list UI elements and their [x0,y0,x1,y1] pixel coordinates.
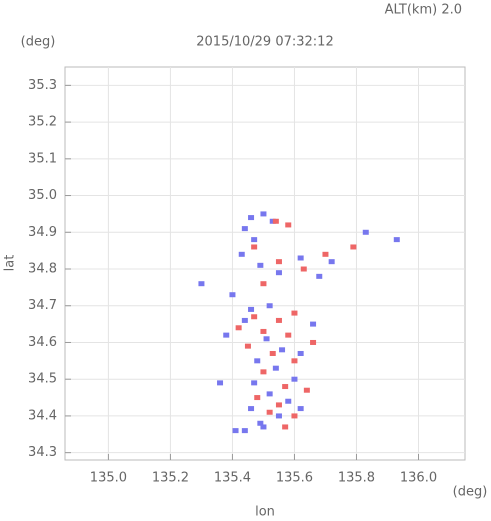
data-point [310,321,317,327]
data-point [297,350,304,356]
data-point [328,259,335,265]
data-point [257,262,264,268]
data-point [241,317,248,323]
data-point [275,402,282,408]
data-point [269,350,276,356]
x-tick-label: 135.0 [90,471,127,486]
y-tick-label: 34.5 [28,372,57,387]
data-point [300,266,307,272]
y-tick-label: 35.2 [28,115,57,130]
data-point [248,406,255,412]
data-point [260,281,267,287]
y-tick-label: 34.3 [28,445,57,460]
data-point [269,218,276,224]
x-tick-label: 135.8 [338,471,375,486]
data-point [272,218,279,224]
data-point [251,244,258,250]
data-point [198,281,205,287]
data-point [291,376,298,382]
data-point [316,273,323,279]
data-point [266,409,273,415]
data-point [285,222,292,228]
plot-frame [64,66,466,461]
y-tick-label: 34.8 [28,262,57,277]
data-point [282,424,289,430]
data-point [275,413,282,419]
data-point [241,428,248,434]
data-point [393,237,400,243]
y-tick-label: 35.1 [28,151,57,166]
data-point [229,292,236,298]
y-unit: (deg) [21,35,56,50]
data-point [248,306,255,312]
data-point [241,226,248,232]
data-point [260,369,267,375]
data-point [260,211,267,217]
data-point [285,332,292,338]
data-point [275,270,282,276]
x-tick-label: 135.2 [152,471,189,486]
data-point [251,314,258,320]
x-tick-label: 135.4 [214,471,251,486]
y-tick-label: 34.7 [28,298,57,313]
data-point [251,237,258,243]
data-point [232,428,239,434]
y-tick-label: 35.3 [28,78,57,93]
data-point [251,380,258,386]
data-point [291,358,298,364]
data-point [254,358,261,364]
data-point [257,420,264,426]
data-point [235,325,242,331]
data-point [260,424,267,430]
data-point [282,384,289,390]
data-point [303,387,310,393]
data-point [297,406,304,412]
data-point [244,343,251,349]
chart-title: 2015/10/29 07:32:12 [196,35,333,50]
data-point [248,215,255,221]
data-point [238,251,245,257]
data-point [260,328,267,334]
x-axis-label: lon [255,505,275,520]
y-tick-label: 34.9 [28,225,57,240]
data-point [254,395,261,401]
y-tick-label: 34.4 [28,408,57,423]
y-tick-label: 35.0 [28,188,57,203]
x-tick-label: 136.0 [400,471,437,486]
data-point [297,255,304,261]
data-point [275,259,282,265]
data-point [266,303,273,309]
data-point [275,317,282,323]
y-axis-label: lat [3,255,18,272]
data-point [291,413,298,419]
data-point [279,347,286,353]
annotation: ALT(km) 2.0 [385,3,462,18]
data-point [223,332,230,338]
data-point [310,339,317,345]
data-point [217,380,224,386]
data-point [291,310,298,316]
x-unit: (deg) [453,485,488,500]
data-point [362,229,369,235]
data-point [322,251,329,257]
y-tick-label: 34.6 [28,335,57,350]
data-point [263,336,270,342]
x-tick-label: 135.6 [276,471,313,486]
data-point [272,365,279,371]
data-point [285,398,292,404]
data-point [266,391,273,397]
data-point [350,244,357,250]
